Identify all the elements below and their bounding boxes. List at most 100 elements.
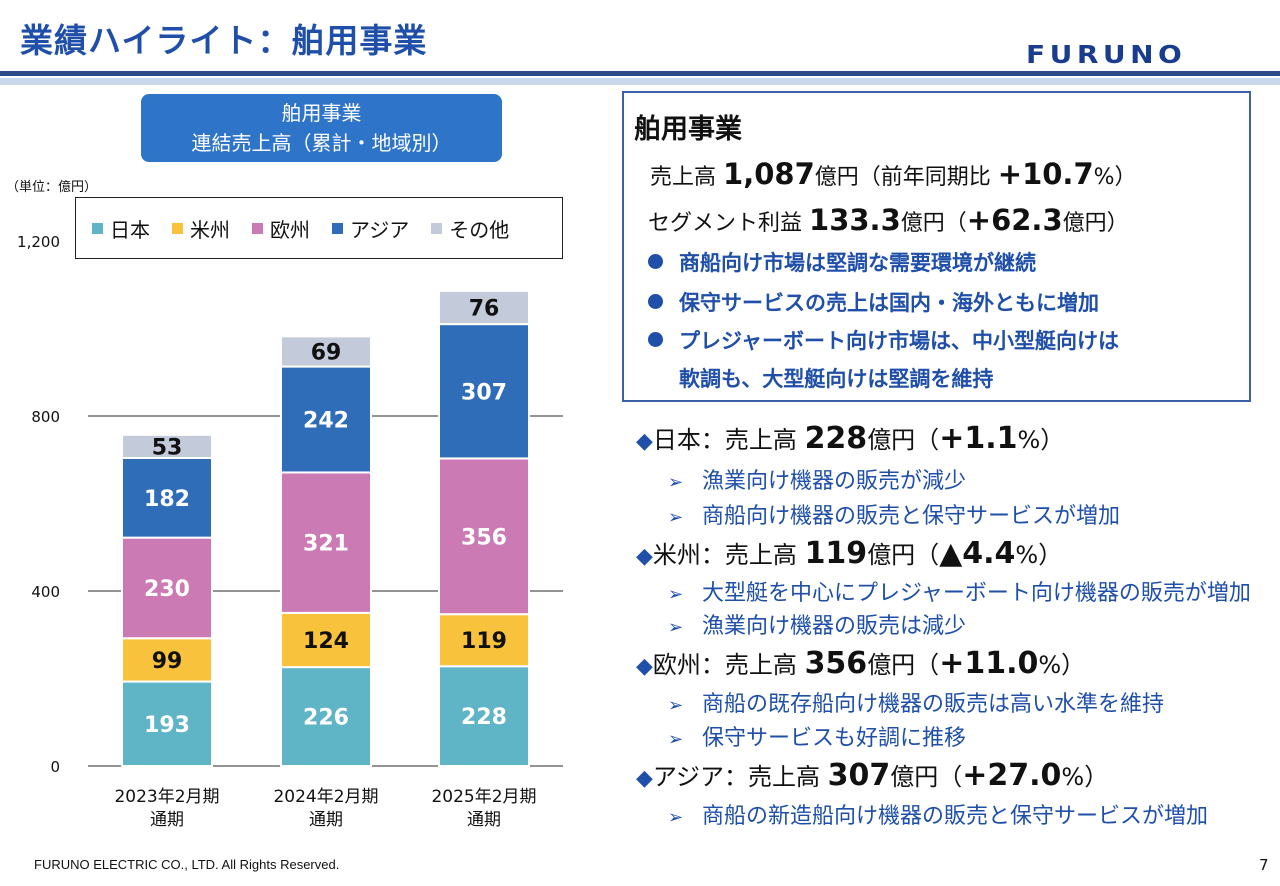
data-label: 321 [303,532,349,557]
region-note-text: 漁業向け機器の販売が減少 [702,469,967,494]
header-rule-light [0,78,1280,85]
bar-segment [121,457,213,539]
region-heading: ◆アジア：売上高 307億円（+27.0%） [636,757,1108,793]
bar-segment [280,471,372,614]
region-note: ➢ 商船向け機器の販売と保守サービスが増加 [668,498,1120,530]
page-title: 業績ハイライト：舶用事業 [20,21,428,60]
region-note-text: 漁業向け機器の販売は減少 [702,614,967,639]
arrow-right-icon: ➢ [668,807,684,828]
summary-title: 舶用事業 [634,114,742,145]
dot-icon [648,294,663,309]
summary-bullet: プレジャーボート向け市場は、中小型艇向けは [648,325,1119,355]
region-unit: 億円（ [867,541,940,569]
profit-line: セグメント利益 133.3億円（+62.3億円） [648,203,1129,237]
arrow-right-icon: ➢ [668,617,684,638]
y-tick-label: 1,200 [17,233,60,251]
sales-change: +10.7 [997,157,1094,191]
sales-suffix: %） [1093,165,1137,190]
region-note: ➢ 商船の既存船向け機器の販売は高い水準を維持 [668,686,1164,718]
bar-segment [438,457,530,616]
region-suffix: %） [1017,426,1065,454]
region-unit: 億円（ [890,763,963,791]
data-label: 99 [152,649,183,674]
profit-value: 133.3 [809,203,901,237]
dot-icon [648,332,663,347]
region-note-text: 商船向け機器の販売と保守サービスが増加 [702,504,1121,529]
data-label: 69 [311,340,342,365]
bar-segment [121,536,213,640]
x-tick-label: 2024年2月期 [273,787,378,807]
region-heading: ◆欧州：売上高 356億円（+11.0%） [636,645,1085,681]
region-sales-label: 売上高 [724,651,797,679]
region-suffix: %） [1015,541,1063,569]
legend-swatch [92,222,103,234]
region-note: ➢ 漁業向け機器の販売は減少 [668,608,966,640]
region-sales-value: 119 [804,536,868,571]
region-note-text: 保守サービスも好調に推移 [702,726,967,751]
region-name: 欧州 [652,651,701,679]
region-sales-value: 228 [804,421,868,456]
region-note-text: 商船の新造船向け機器の販売と保守サービスが増加 [702,804,1209,829]
region-note: ➢ 商船の新造船向け機器の販売と保守サービスが増加 [668,798,1208,830]
legend-item: アジア [332,214,409,243]
legend-label: アジア [350,217,410,242]
x-tick-label: 2023年2月期 [114,787,219,807]
bar-segment [438,289,530,326]
region-note: ➢ 保守サービスも好調に推移 [668,720,966,752]
y-tick-label: 400 [31,583,60,601]
legend-label: その他 [449,217,510,242]
x-tick-label: 2025年2月期 [431,787,536,807]
bar-segment [280,666,372,767]
region-change: ▲4.4 [939,536,1016,571]
region-note-text: 商船の既存船向け機器の販売は高い水準を維持 [702,692,1165,717]
region-note: ➢ 漁業向け機器の販売が減少 [668,463,966,495]
legend-item: 米州 [172,214,230,243]
region-suffix: %） [1038,651,1086,679]
region-change: +1.1 [939,421,1018,456]
bar-segment [280,611,372,669]
page-number: 7 [1259,856,1269,874]
region-note: ➢ 大型艇を中心にプレジャーボート向け機器の販売が増加 [668,575,1251,607]
legend-label: 米州 [190,217,230,242]
x-tick-label: 通期 [467,810,501,830]
data-label: 182 [144,487,190,512]
data-label: 76 [469,297,500,322]
legend-swatch [431,222,443,234]
furuno-logo: FURUNO [1026,40,1187,69]
header-rule [0,71,1280,76]
data-label: 124 [303,629,349,654]
bar-segment [438,613,530,668]
data-label: 119 [461,629,507,654]
arrow-right-icon: ➢ [668,584,684,605]
chart-title-line1: 舶用事業 [281,101,362,125]
x-tick-label: 通期 [150,810,184,830]
profit-prefix: セグメント利益 [648,211,803,236]
region-sales-label: 売上高 [724,541,797,569]
sales-line: 売上高 1,087億円（前年同期比 +10.7%） [650,157,1137,191]
arrow-right-icon: ➢ [668,695,684,716]
dot-icon [648,254,663,269]
x-tick-label: 通期 [309,810,343,830]
region-sales-label: 売上高 [724,426,797,454]
bar-segment [280,335,372,368]
bar-segment [121,433,213,459]
legend-swatch [252,222,263,234]
legend-item: その他 [431,214,509,243]
diamond-icon: ◆ [636,544,653,569]
data-label: 230 [144,577,190,602]
data-label: 356 [461,525,507,550]
region-unit: 億円（ [867,651,940,679]
diamond-icon: ◆ [636,654,653,679]
region-heading: ◆日本：売上高 228億円（+1.1%） [636,420,1064,456]
region-unit: 億円（ [867,426,940,454]
legend-label: 日本 [110,217,150,242]
bar-segment [438,665,530,767]
region-sales-value: 307 [827,758,891,793]
chart-title-box: 舶用事業 連結売上高（累計・地域別） [141,94,502,162]
arrow-right-icon: ➢ [668,729,684,750]
summary-panel: 舶用事業 売上高 1,087億円（前年同期比 +10.7%） セグメント利益 1… [622,91,1251,402]
arrow-right-icon: ➢ [668,472,684,493]
region-separator: ： [700,651,725,679]
profit-suffix: 億円） [1062,211,1129,236]
legend-swatch [172,222,183,234]
